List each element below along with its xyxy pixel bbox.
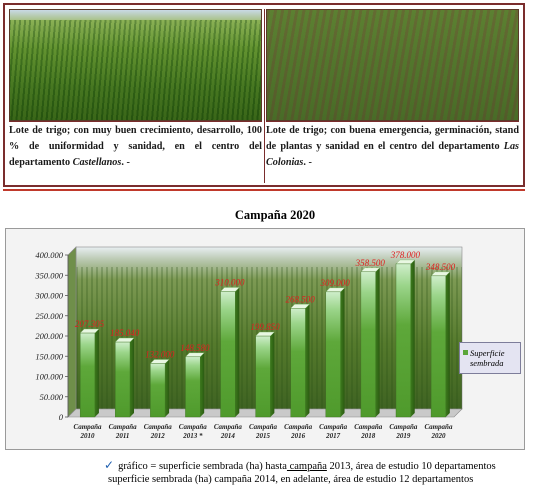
bar bbox=[395, 263, 411, 418]
x-tick-label: 2018 bbox=[360, 432, 376, 440]
bar-side bbox=[130, 338, 135, 417]
bar bbox=[290, 308, 306, 418]
bar-side bbox=[165, 359, 170, 417]
x-tick-label: 2017 bbox=[325, 432, 341, 440]
x-tick-label: Campaña bbox=[284, 423, 313, 431]
chart-title: Campaña 2020 bbox=[234, 208, 316, 222]
data-label: 132.000 bbox=[145, 350, 175, 360]
section-rule bbox=[3, 189, 525, 191]
y-tick-label: 150.000 bbox=[35, 351, 63, 361]
data-label: 378.000 bbox=[390, 250, 421, 260]
y-tick-label: 350.000 bbox=[34, 270, 63, 280]
chart-legend: Superficie sembrada bbox=[459, 342, 521, 374]
bar bbox=[430, 275, 447, 418]
data-label: 309.000 bbox=[320, 278, 351, 288]
y-tick-label: 300.000 bbox=[34, 291, 63, 301]
caption-las-colonias: Lote de trigo; con buena emergencia, ger… bbox=[266, 121, 519, 183]
legend-label-line1: Superficie bbox=[470, 348, 505, 358]
data-label: 199.850 bbox=[250, 322, 280, 332]
x-tick-label: 2013 * bbox=[182, 432, 203, 440]
x-tick-label: Campaña bbox=[144, 423, 173, 431]
bar-side bbox=[235, 287, 240, 417]
x-tick-label: 2012 bbox=[150, 432, 166, 440]
data-label: 185.040 bbox=[110, 328, 140, 338]
legend-swatch bbox=[463, 350, 468, 355]
checkmark-icon: ✓ bbox=[104, 458, 115, 472]
x-tick-label: 2015 bbox=[255, 432, 271, 440]
bar-side bbox=[340, 287, 345, 417]
bar bbox=[115, 341, 131, 418]
table-divider bbox=[264, 9, 265, 183]
caption-castellanos: Lote de trigo; con muy buen crecimiento,… bbox=[9, 121, 262, 183]
footnote-text-b: campaña bbox=[286, 461, 327, 472]
footnote-text-c: 2013, área de estudio 10 departamentos bbox=[326, 461, 496, 472]
bar-side bbox=[270, 332, 275, 417]
data-label: 348.500 bbox=[425, 262, 456, 272]
bar bbox=[150, 363, 166, 418]
x-tick-label: 2020 bbox=[430, 432, 446, 440]
x-tick-label: Campaña bbox=[424, 423, 453, 431]
bar bbox=[255, 335, 271, 418]
data-label: 148.580 bbox=[180, 343, 210, 353]
bar-side bbox=[305, 304, 310, 417]
bar bbox=[220, 291, 236, 418]
data-label: 268.500 bbox=[285, 294, 315, 304]
x-tick-label: 2011 bbox=[115, 432, 130, 440]
wheat-field-photo-las-colonias bbox=[266, 9, 519, 121]
x-tick-label: Campaña bbox=[319, 423, 348, 431]
chart-frame: 0 50.000 100.000 150.000 200.000 250.000 300.0… bbox=[5, 228, 525, 450]
legend-label-line2: sembrada bbox=[470, 358, 504, 368]
y-tick-label: 50.000 bbox=[40, 392, 64, 402]
x-tick-label: Campaña bbox=[214, 423, 243, 431]
x-tick-label: 2019 bbox=[395, 432, 411, 440]
x-tick-label: Campaña bbox=[74, 423, 103, 431]
x-tick-label: Campaña bbox=[354, 423, 383, 431]
x-tick-label: Campaña bbox=[389, 423, 418, 431]
x-tick-label: Campaña bbox=[179, 423, 208, 431]
chart-side-wall bbox=[67, 246, 77, 418]
wheat-field-photo-castellanos bbox=[9, 9, 262, 121]
y-tick-label: 400.000 bbox=[35, 250, 63, 260]
x-tick-label: Campaña bbox=[249, 423, 278, 431]
bar-chart: 0 50.000 100.000 150.000 200.000 250.000 300.0… bbox=[34, 246, 463, 440]
bar-side bbox=[410, 259, 415, 417]
bar-side bbox=[375, 267, 380, 417]
y-tick-label: 250.000 bbox=[35, 311, 63, 321]
data-label: 207.305 bbox=[75, 319, 105, 329]
bar bbox=[325, 291, 341, 418]
y-tick-label: 200.000 bbox=[35, 331, 63, 341]
photo-table: Lote de trigo; con muy buen crecimiento,… bbox=[3, 3, 525, 187]
footnote-line-2: superficie sembrada (ha) campaña 2014, e… bbox=[108, 474, 474, 485]
x-tick-label: 2014 bbox=[220, 432, 236, 440]
footnote-text-a: = superficie sembrada (ha) hasta bbox=[147, 461, 287, 472]
x-tick-label: 2010 bbox=[80, 432, 96, 440]
data-label: 358.500 bbox=[355, 258, 386, 268]
data-label: 310.000 bbox=[214, 277, 245, 287]
y-tick-label: 0 bbox=[59, 412, 64, 422]
bar-side bbox=[445, 271, 450, 417]
y-tick-label: 100.000 bbox=[35, 372, 63, 382]
bar bbox=[360, 271, 376, 418]
bar-side bbox=[200, 352, 205, 417]
x-tick-label: 2016 bbox=[290, 432, 306, 440]
bar-side bbox=[94, 329, 99, 417]
bar bbox=[185, 356, 201, 418]
bar bbox=[79, 332, 96, 418]
x-tick-label: Campaña bbox=[109, 423, 138, 431]
footnote-label: gráfico bbox=[118, 461, 148, 472]
